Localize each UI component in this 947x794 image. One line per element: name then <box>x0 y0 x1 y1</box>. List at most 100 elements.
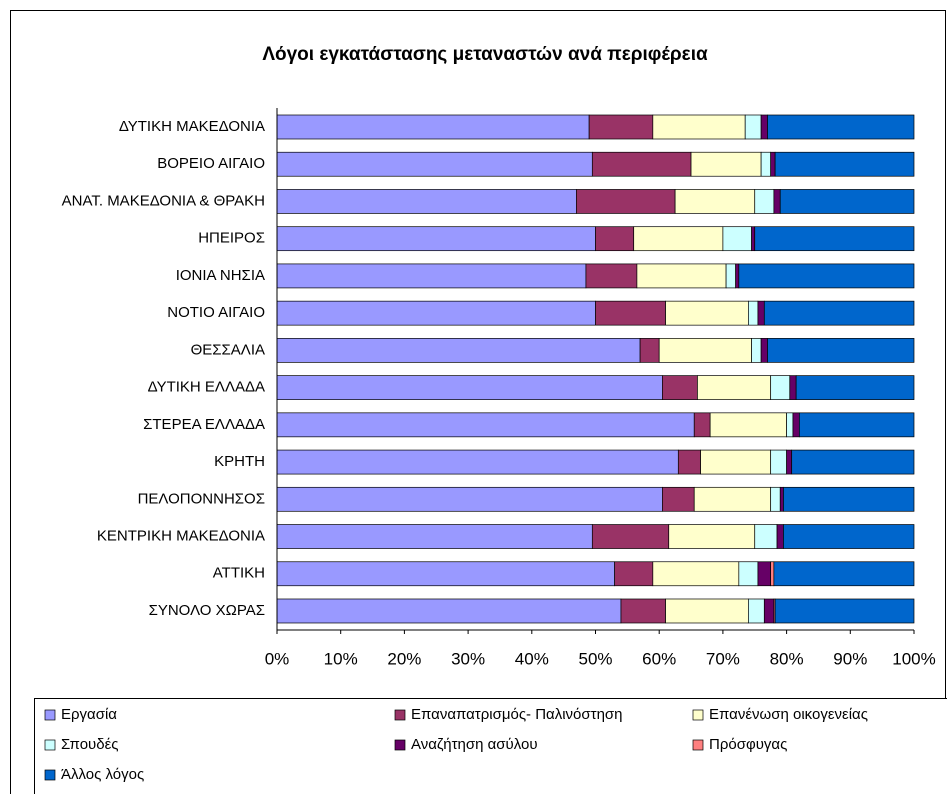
bar-segment <box>751 338 762 363</box>
bar-segment <box>722 226 752 252</box>
bar-segment <box>576 189 676 214</box>
y-tick-label: ΣΤΕΡΕΑ ΕΛΛΑΔΑ <box>143 416 265 433</box>
bar-segment <box>786 449 793 475</box>
bar-segment <box>770 449 787 475</box>
bar-segment <box>770 561 775 587</box>
bar-segment <box>779 189 915 214</box>
chart-border <box>10 10 946 794</box>
bar-segment <box>754 524 778 549</box>
y-tick-label: ΗΠΕΙΡΟΣ <box>198 230 265 247</box>
bar-segment <box>595 226 635 252</box>
legend-label: Πρόσφυγας <box>709 736 787 753</box>
bar-segment <box>774 151 915 177</box>
x-tick-label: 40% <box>515 649 549 668</box>
bar-segment <box>760 151 772 177</box>
y-tick-label: ΠΕΛΟΠΟΝΝΗΣΟΣ <box>138 490 265 507</box>
bar-segment <box>677 449 701 475</box>
y-tick-label: ΚΡΗΤΗ <box>214 453 265 470</box>
legend-label: Αναζήτηση ασύλου <box>411 736 538 753</box>
bar-segment <box>783 486 915 512</box>
y-tick-label: ΑΤΤΙΚΗ <box>213 565 265 582</box>
bar-segment <box>700 449 772 475</box>
legend-swatch <box>44 769 56 781</box>
x-tick-label: 0% <box>265 649 290 668</box>
bar-segment <box>709 412 787 438</box>
x-tick-label: 90% <box>833 649 867 668</box>
bar-segment <box>760 114 768 140</box>
y-tick-label: ΚΕΝΤΡΙΚΗ ΜΑΚΕΔΟΝΙΑ <box>97 527 265 544</box>
bar-segment <box>751 226 756 252</box>
bar-segment <box>792 412 800 438</box>
legend-swatch <box>394 709 406 721</box>
legend-label: Εργασία <box>61 706 117 723</box>
bar-segment <box>767 114 915 140</box>
bar-segment <box>697 375 772 400</box>
bar-segment <box>276 375 663 400</box>
bar-segment <box>748 598 765 624</box>
bar-segment <box>591 151 692 177</box>
bar-segment <box>789 375 797 400</box>
x-tick-label: 100% <box>892 649 935 668</box>
legend-swatch <box>692 709 704 721</box>
bar-segment <box>276 338 641 363</box>
bar-segment <box>636 263 727 289</box>
bar-segment <box>770 151 776 177</box>
bar-segment <box>276 598 622 624</box>
bar-segment <box>652 561 740 587</box>
bar-segment <box>690 151 762 177</box>
bar-segment <box>276 189 577 214</box>
legend-label: Σπουδές <box>61 736 119 753</box>
legend-box <box>34 698 947 794</box>
bar-segment <box>754 226 915 252</box>
x-tick-label: 10% <box>324 649 358 668</box>
x-tick-label: 80% <box>770 649 804 668</box>
bar-segment <box>798 412 915 438</box>
bar-segment <box>725 263 736 289</box>
bar-segment <box>795 375 915 400</box>
bar-segment <box>773 561 915 587</box>
bar-segment <box>595 300 666 326</box>
bar-segment <box>276 412 695 438</box>
bar-segment <box>757 300 765 326</box>
bar-segment <box>276 263 587 289</box>
bar-segment <box>748 300 759 326</box>
bar-segment <box>776 524 784 549</box>
bar-segment <box>276 114 590 140</box>
bar-segment <box>770 375 791 400</box>
bar-segment <box>754 189 775 214</box>
y-tick-label: ΝΟΤΙΟ ΑΙΓΑΙΟ <box>167 304 265 321</box>
bar-segment <box>668 524 756 549</box>
bar-segment <box>639 338 660 363</box>
bar-segment <box>665 598 749 624</box>
x-tick-label: 70% <box>706 649 740 668</box>
bar-segment <box>774 598 915 624</box>
bar-segment <box>585 263 638 289</box>
bar-segment <box>662 375 698 400</box>
bar-segment <box>658 338 752 363</box>
bar-segment <box>744 114 762 140</box>
bar-segment <box>665 300 749 326</box>
bar-segment <box>760 338 768 363</box>
x-tick-label: 50% <box>578 649 612 668</box>
bar-segment <box>763 300 915 326</box>
legend-swatch <box>692 739 704 751</box>
y-tick-label: ΔΥΤΙΚΗ ΜΑΚΕΔΟΝΙΑ <box>119 118 265 135</box>
bar-segment <box>757 561 772 587</box>
bar-segment <box>276 151 593 177</box>
bar-segment <box>738 561 759 587</box>
bar-segment <box>779 486 784 512</box>
legend-swatch <box>44 709 56 721</box>
x-tick-label: 20% <box>387 649 421 668</box>
bar-segment <box>735 263 740 289</box>
x-tick-label: 30% <box>451 649 485 668</box>
bar-segment <box>767 338 915 363</box>
bar-segment <box>791 449 915 475</box>
legend-label: Επαναπατρισμός- Παλινόστηση <box>411 706 623 723</box>
bar-segment <box>588 114 654 140</box>
bar-segment <box>276 226 596 252</box>
legend-label: Επανένωση οικογενείας <box>709 706 868 723</box>
y-tick-label: ΣΥΝΟΛΟ ΧΩΡΑΣ <box>149 602 265 619</box>
bar-segment <box>620 598 666 624</box>
legend-label: Άλλος λόγος <box>61 766 144 783</box>
